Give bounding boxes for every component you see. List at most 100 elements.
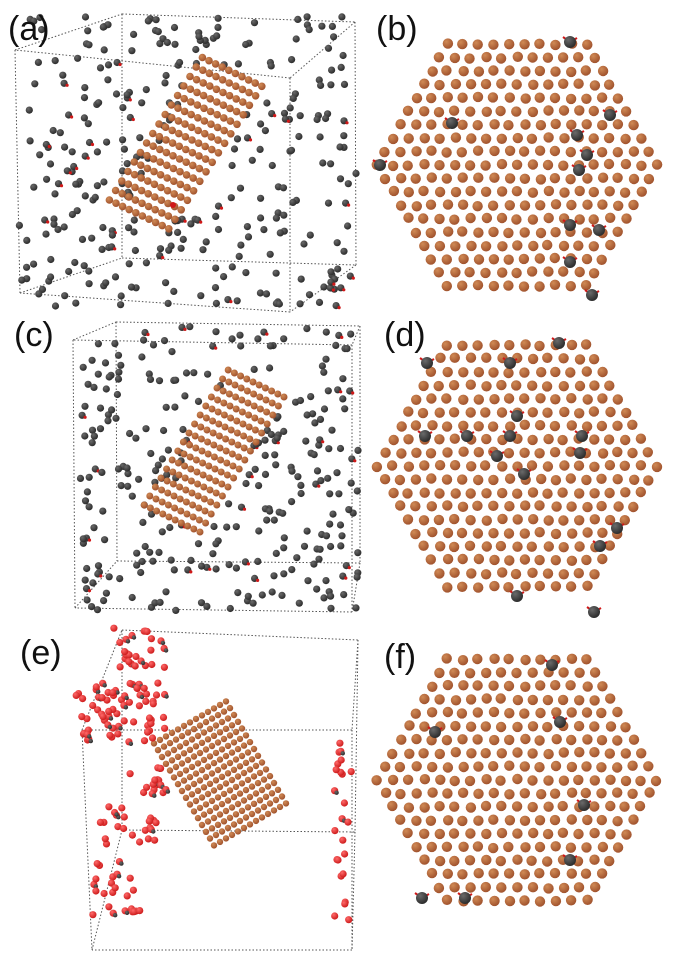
copper-atom [588,105,599,117]
copper-atom [582,734,593,745]
dark-atom [130,228,138,236]
copper-atom [550,680,561,691]
copper-atom [534,38,545,49]
copper-atom [426,501,437,512]
copper-atom [192,63,200,71]
copper-atom [387,774,399,786]
box-edge [354,639,359,833]
red-atom [148,734,157,742]
copper-atom [543,541,554,552]
copper-atom [434,828,445,840]
copper-atom [234,828,242,835]
copper-atom [210,814,218,822]
dark-atom [511,410,523,422]
copper-atom [170,190,178,198]
copper-atom [589,747,600,758]
copper-atom [194,114,202,122]
copper-atom [495,667,507,678]
dark-atom [320,283,328,291]
copper-atom [603,434,615,445]
copper-atom [205,474,213,482]
copper-atom [449,214,460,225]
copper-atom [163,174,171,182]
red-atom [131,117,135,122]
copper-atom [503,841,514,853]
copper-atom [574,408,585,419]
dark-atom [89,579,97,587]
copper-atom [192,75,201,84]
copper-atom [181,474,189,482]
copper-atom [204,708,212,716]
copper-atom [237,384,245,392]
copper-atom [488,680,499,691]
copper-atom [543,266,554,277]
copper-atom [202,746,210,753]
copper-atom [164,750,172,757]
dark-atom [140,660,146,666]
copper-atom [466,240,477,252]
box-edge [14,49,291,79]
dark-atom [99,507,107,515]
copper-atom [379,146,390,158]
dark-atom [152,16,160,24]
copper-atom [596,92,608,103]
dark-atom [227,194,235,202]
copper-atom [216,756,224,763]
copper-atom [388,185,400,197]
dark-atom [176,58,184,67]
dark-atom [280,427,288,435]
copper-atom [240,742,248,749]
copper-atom [582,501,593,513]
copper-atom [178,732,186,740]
copper-atom [519,393,530,404]
dark-atom [103,138,111,146]
red-atom [113,247,117,251]
red-atom [130,718,138,726]
dark-atom [117,292,125,300]
copper-atom [185,429,193,437]
dark-atom [147,510,156,518]
copper-atom [200,104,208,113]
copper-atom [487,421,499,432]
copper-atom [449,460,461,471]
copper-atom [442,788,453,799]
red-atom [146,332,150,337]
copper-atom [254,807,262,814]
copper-atom [619,187,631,198]
dark-atom [119,104,127,112]
copper-atom [216,838,224,846]
copper-atom [442,366,453,378]
dark-atom [270,572,278,580]
dark-atom [339,375,347,383]
copper-atom [411,146,422,157]
copper-atom [620,133,631,145]
copper-atom [245,88,253,97]
dark-atom [79,363,87,371]
copper-atom [387,748,398,760]
copper-atom [458,394,469,405]
copper-atom [472,653,483,665]
copper-atom [596,735,608,746]
dark-atom [90,432,98,440]
copper-atom [574,185,585,197]
copper-atom [434,460,446,471]
copper-atom [395,119,406,130]
copper-atom [212,85,221,94]
dark-atom [322,114,330,123]
dark-atom [65,267,73,276]
red-atom [347,768,355,776]
dark-atom [146,548,154,556]
copper-atom [238,85,247,94]
copper-atom [465,721,477,732]
box-edge [14,49,21,294]
copper-atom [621,829,632,840]
copper-atom [481,693,492,704]
dark-atom [347,479,355,487]
copper-atom [219,375,227,383]
copper-atom [527,721,539,732]
copper-atom [188,136,196,144]
copper-atom [612,226,623,237]
dark-atom [104,61,113,69]
copper-atom [224,797,232,804]
dark-atom [130,216,138,224]
